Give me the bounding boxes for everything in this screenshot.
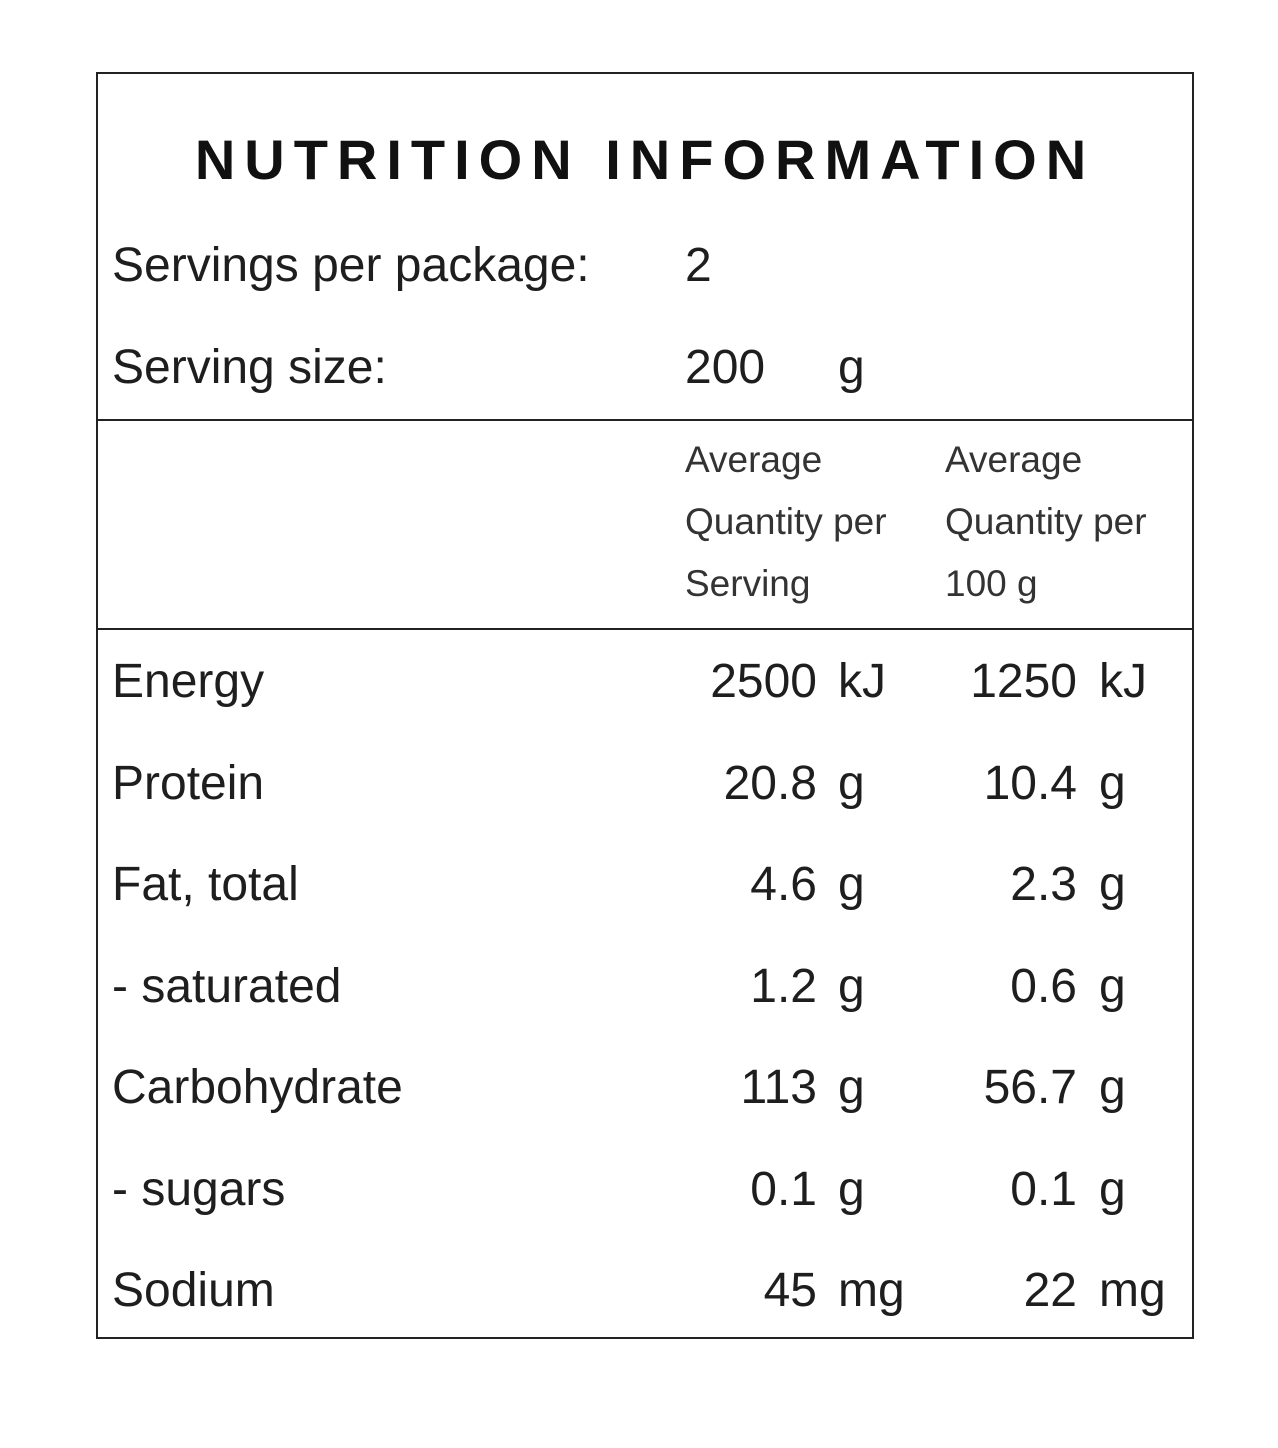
per-serving-value: 1.2 <box>750 959 817 1013</box>
per-serving-value: 2500 <box>710 655 817 708</box>
per-100g-value: 22 <box>1023 1264 1077 1317</box>
servings-value: 2 <box>685 239 712 292</box>
nutrient-name: - sugars <box>112 1162 286 1216</box>
per-serving-value: 113 <box>740 1061 817 1114</box>
per-serving-value: 0.1 <box>750 1162 817 1216</box>
divider <box>98 628 1192 630</box>
per-serving-value: 45 <box>763 1264 817 1317</box>
per-100g-unit: g <box>1099 756 1126 810</box>
per-100g-unit: kJ <box>1099 655 1147 708</box>
per-100g-value: 0.1 <box>1010 1162 1077 1216</box>
per-serving-value: 20.8 <box>723 756 817 810</box>
nutrient-name: Carbohydrate <box>112 1061 403 1114</box>
nutrition-panel: NUTRITION INFORMATION Servings per packa… <box>96 72 1194 1339</box>
servings-label: Servings per package: <box>112 239 590 292</box>
per-serving-unit: g <box>838 858 865 911</box>
column-header: Average Quantity per Serving <box>685 439 887 604</box>
serving-size-unit: g <box>838 341 865 394</box>
nutrient-name: Fat, total <box>112 858 299 911</box>
divider <box>98 419 1192 421</box>
per-100g-value: 10.4 <box>983 756 1077 810</box>
per-serving-unit: mg <box>838 1264 905 1317</box>
serving-size-value: 200 <box>685 341 766 394</box>
per-100g-value: 1250 <box>970 655 1077 708</box>
per-100g-value: 56.7 <box>983 1061 1077 1114</box>
title: NUTRITION INFORMATION <box>194 128 1096 191</box>
per-100g-unit: g <box>1099 858 1126 911</box>
per-100g-value: 2.3 <box>1010 858 1077 911</box>
column-header: Average Quantity per 100 g <box>945 439 1147 604</box>
nutrient-name: - saturated <box>112 959 342 1013</box>
per-100g-unit: g <box>1099 959 1126 1013</box>
per-100g-unit: mg <box>1099 1264 1166 1317</box>
per-serving-unit: g <box>838 1061 865 1114</box>
per-100g-unit: g <box>1099 1162 1126 1216</box>
per-serving-unit: kJ <box>838 655 886 708</box>
nutrient-name: Energy <box>112 655 265 708</box>
serving-size-label: Serving size: <box>112 341 387 394</box>
per-serving-unit: g <box>838 756 865 810</box>
per-serving-unit: g <box>838 959 865 1013</box>
per-serving-unit: g <box>838 1162 865 1216</box>
per-100g-unit: g <box>1099 1061 1126 1114</box>
nutrient-name: Protein <box>112 756 265 810</box>
nutrient-name: Sodium <box>112 1264 275 1317</box>
per-serving-value: 4.6 <box>750 858 817 911</box>
per-100g-value: 0.6 <box>1010 959 1077 1013</box>
